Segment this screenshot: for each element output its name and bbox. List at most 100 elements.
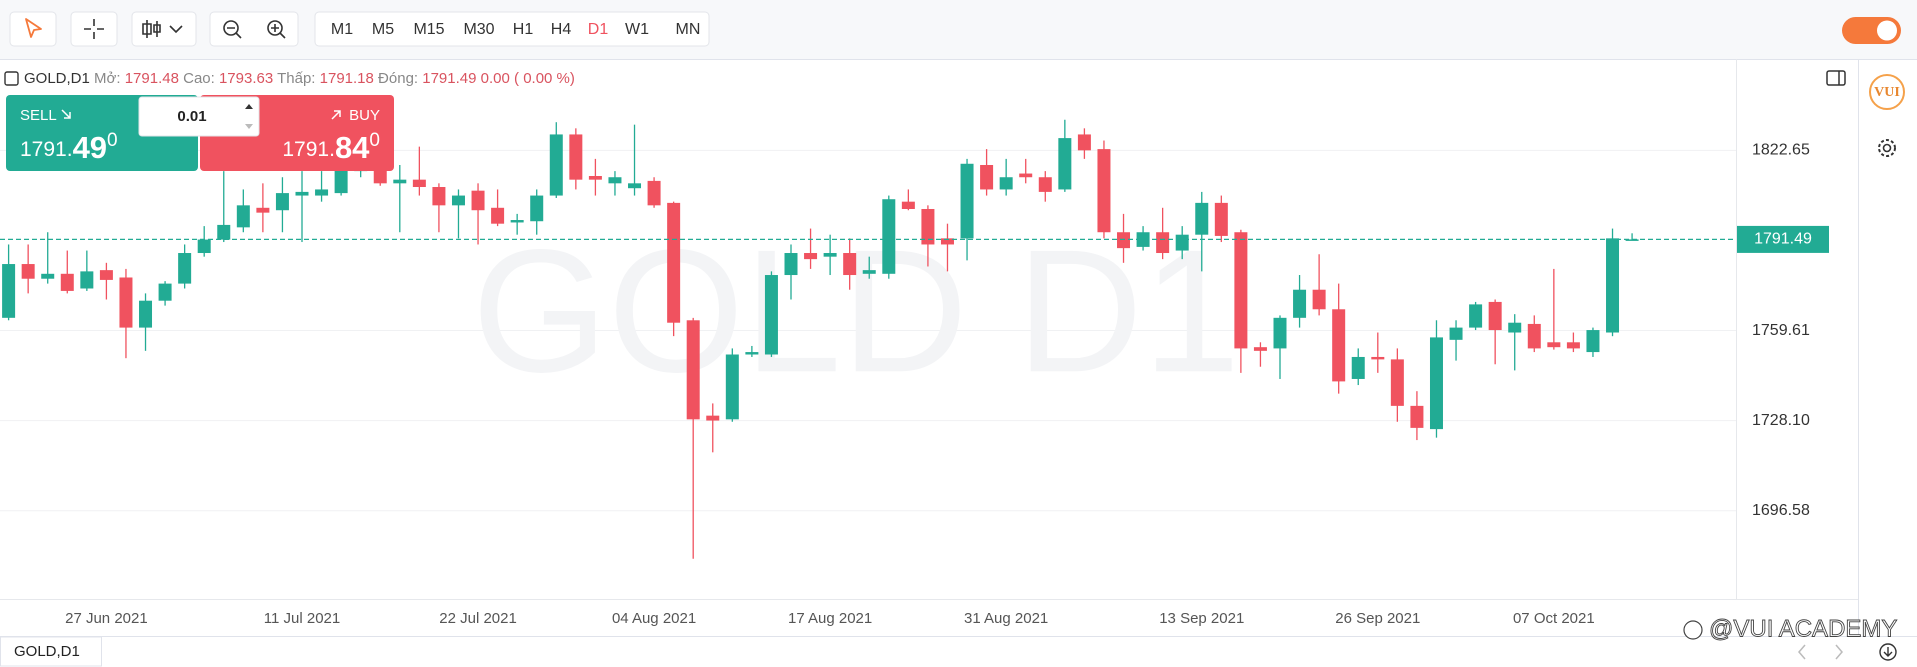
scroll-down-button[interactable]: [1879, 643, 1897, 661]
candle-body: [139, 300, 153, 328]
logo-text: VUI: [1874, 85, 1900, 100]
candle-body: [491, 207, 505, 224]
timeframe-button[interactable]: M5: [372, 21, 394, 38]
candle-body: [882, 199, 896, 274]
candle-body: [275, 193, 289, 211]
buy-price-sup: 0: [369, 130, 380, 151]
candle-body: [510, 220, 524, 223]
candle-body: [960, 163, 974, 239]
candle-body: [432, 187, 446, 206]
toggle[interactable]: [1842, 17, 1901, 44]
candle-body: [764, 275, 778, 355]
timeframe-button[interactable]: M30: [463, 21, 494, 38]
candle-body: [843, 253, 857, 276]
timeframe-button[interactable]: M15: [413, 21, 444, 38]
candle-body: [1429, 337, 1443, 430]
candle-body: [628, 183, 642, 189]
candle-body: [1253, 347, 1267, 351]
timeframe-button[interactable]: M1: [331, 21, 353, 38]
x-tick-label: 31 Aug 2021: [964, 610, 1048, 627]
change: 0.00: [481, 70, 510, 87]
watermark: GOLD D1: [472, 214, 1240, 409]
axes: 1696.58 1728.10 1759.61 1822.65 27 Jun 2021 1…: [65, 142, 1829, 627]
candle-body: [393, 179, 407, 184]
candle-body: [334, 168, 348, 194]
crosshair-button[interactable]: [70, 11, 118, 47]
candle-body: [119, 277, 133, 328]
quantity-input[interactable]: 0.01: [138, 96, 260, 137]
y-tick-label: 1728.10: [1752, 412, 1810, 429]
y-tick-label: 1759.61: [1752, 322, 1810, 339]
settings-button[interactable]: [1878, 139, 1896, 157]
x-tick-label: 17 Aug 2021: [788, 610, 872, 627]
candle-body: [21, 264, 35, 279]
zoom-buttons[interactable]: [209, 11, 299, 47]
scroll-arrows[interactable]: [1798, 644, 1843, 660]
buy-label: BUY: [349, 107, 380, 124]
logo[interactable]: VUI: [1869, 74, 1905, 110]
x-tick-label: 07 Oct 2021: [1513, 610, 1595, 627]
timeframe-button[interactable]: H4: [551, 21, 572, 38]
pointer-button[interactable]: [9, 11, 57, 47]
panel-toggle-icon[interactable]: [1826, 70, 1846, 86]
footer: [0, 636, 1917, 667]
candle-body: [667, 202, 681, 323]
candle-body: [1156, 232, 1170, 254]
y-tick-label: 1696.58: [1752, 502, 1810, 519]
candle-body: [41, 273, 55, 279]
candle-body: [1293, 289, 1307, 318]
x-tick-label: 11 Jul 2021: [264, 610, 340, 627]
low-label: Thấp:: [277, 70, 315, 87]
candle-body: [999, 177, 1013, 190]
candle-body: [549, 134, 563, 196]
sell-label: SELL: [20, 107, 57, 124]
candle-body: [706, 415, 720, 421]
candle-body: [1410, 405, 1424, 428]
credit: @VUI ACADEMY: [1683, 615, 1898, 643]
candle-body: [315, 189, 329, 196]
candles: [0, 119, 1736, 559]
candle-body: [373, 168, 387, 184]
candle-body: [80, 271, 94, 289]
candle-body: [471, 190, 485, 211]
candle-body: [99, 270, 113, 280]
candle-body: [451, 195, 465, 206]
tab-label: GOLD,D1: [14, 643, 80, 660]
candle-body: [530, 195, 544, 222]
candle-body: [412, 179, 426, 188]
close-label: Đóng:: [378, 70, 418, 87]
candle-body: [784, 253, 798, 276]
candle-body: [256, 207, 270, 213]
candle-body: [217, 224, 231, 240]
candle-body: [1625, 239, 1639, 241]
candle-body: [1273, 317, 1287, 349]
timeframe-button[interactable]: D1: [588, 21, 609, 38]
timeframe-button[interactable]: MN: [676, 21, 701, 38]
x-tick-label: 27 Jun 2021: [65, 610, 148, 627]
candle-body: [60, 273, 74, 291]
candle-body: [901, 201, 915, 209]
candle-body: [588, 176, 602, 180]
chart-type-button[interactable]: [131, 11, 197, 47]
candle-body: [862, 270, 876, 274]
symbol-tab[interactable]: GOLD,D1: [0, 636, 102, 667]
symbol: GOLD,D1: [24, 70, 90, 87]
candle-body: [178, 253, 192, 284]
timeframe-group: [314, 11, 710, 47]
candle-body: [1547, 342, 1561, 348]
candle-body: [1351, 356, 1365, 379]
candle-body: [1332, 309, 1346, 382]
high-label: Cao:: [183, 70, 215, 87]
candle-body: [725, 354, 739, 420]
candle-body: [1097, 149, 1111, 233]
timeframe-button[interactable]: H1: [513, 21, 534, 38]
candle-body: [1136, 232, 1150, 247]
timeframe-button[interactable]: W1: [625, 21, 649, 38]
candle-body: [2, 264, 16, 318]
candle-body: [980, 164, 994, 190]
candle-body: [569, 134, 583, 180]
x-tick-label: 13 Sep 2021: [1159, 610, 1244, 627]
candle-body: [1234, 232, 1248, 349]
